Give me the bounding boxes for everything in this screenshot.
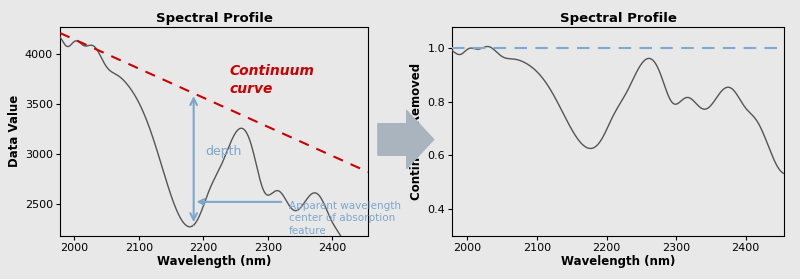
Y-axis label: Continuum Removed: Continuum Removed <box>410 62 423 200</box>
Text: depth: depth <box>206 145 242 158</box>
Text: Continuum
curve: Continuum curve <box>229 64 314 96</box>
Title: Spectral Profile: Spectral Profile <box>155 12 273 25</box>
Y-axis label: Data Value: Data Value <box>8 95 21 167</box>
Text: Apparent wavelength
center of absorption
feature: Apparent wavelength center of absorption… <box>290 201 402 236</box>
X-axis label: Wavelength (nm): Wavelength (nm) <box>561 256 675 268</box>
FancyArrow shape <box>378 110 434 169</box>
X-axis label: Wavelength (nm): Wavelength (nm) <box>157 256 271 268</box>
Title: Spectral Profile: Spectral Profile <box>559 12 677 25</box>
